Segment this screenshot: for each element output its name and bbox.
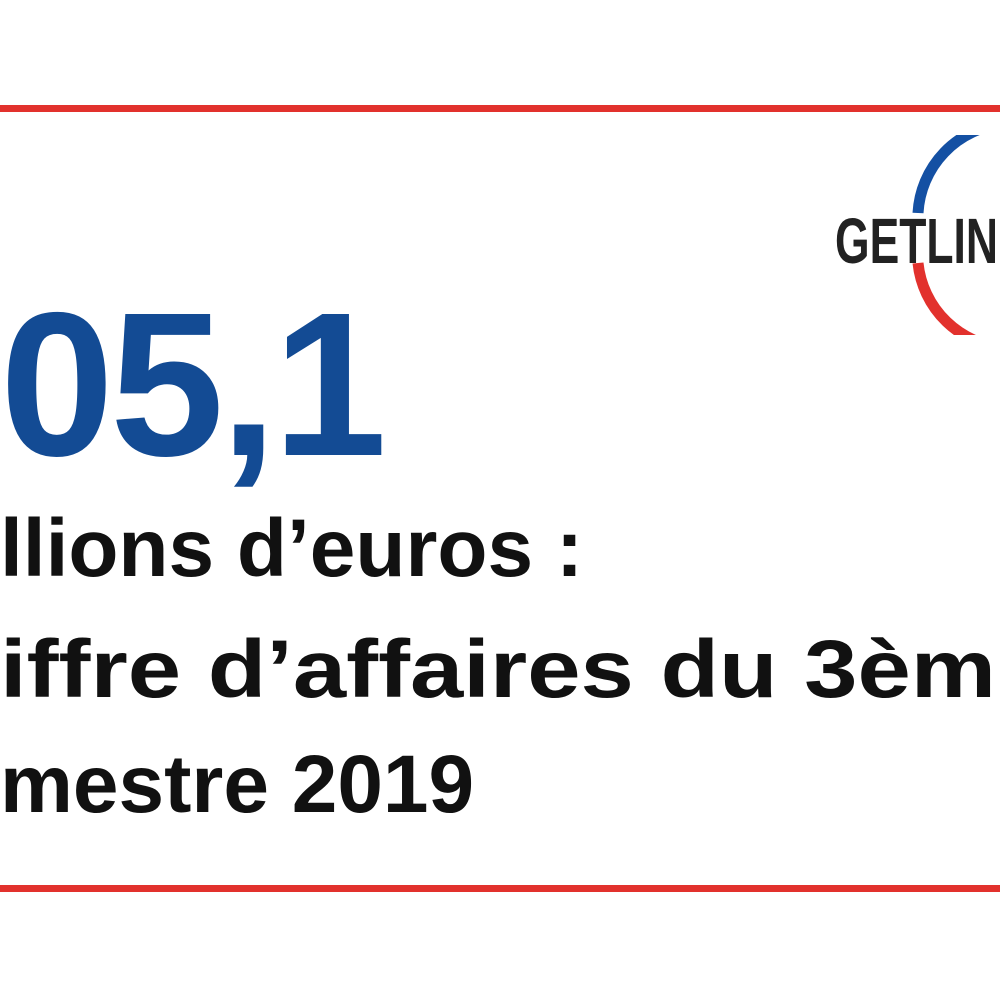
headline-line-2-wrapper: iffre d’affaires du 3èm bbox=[0, 624, 996, 715]
headline-line-3: mestre 2019 bbox=[0, 739, 475, 830]
getlink-logo: GETLIN bbox=[835, 135, 998, 335]
revenue-amount: 05,1 bbox=[0, 270, 387, 499]
logo-red-arc bbox=[912, 262, 977, 335]
logo-text: GETLIN bbox=[835, 205, 998, 277]
top-divider bbox=[0, 105, 1000, 112]
bottom-divider bbox=[0, 885, 1000, 892]
logo-blue-arc bbox=[912, 135, 980, 214]
headline-line-2: iffre d’affaires du 3èm bbox=[0, 624, 996, 715]
headline-line-1: llions d’euros : bbox=[0, 503, 584, 594]
